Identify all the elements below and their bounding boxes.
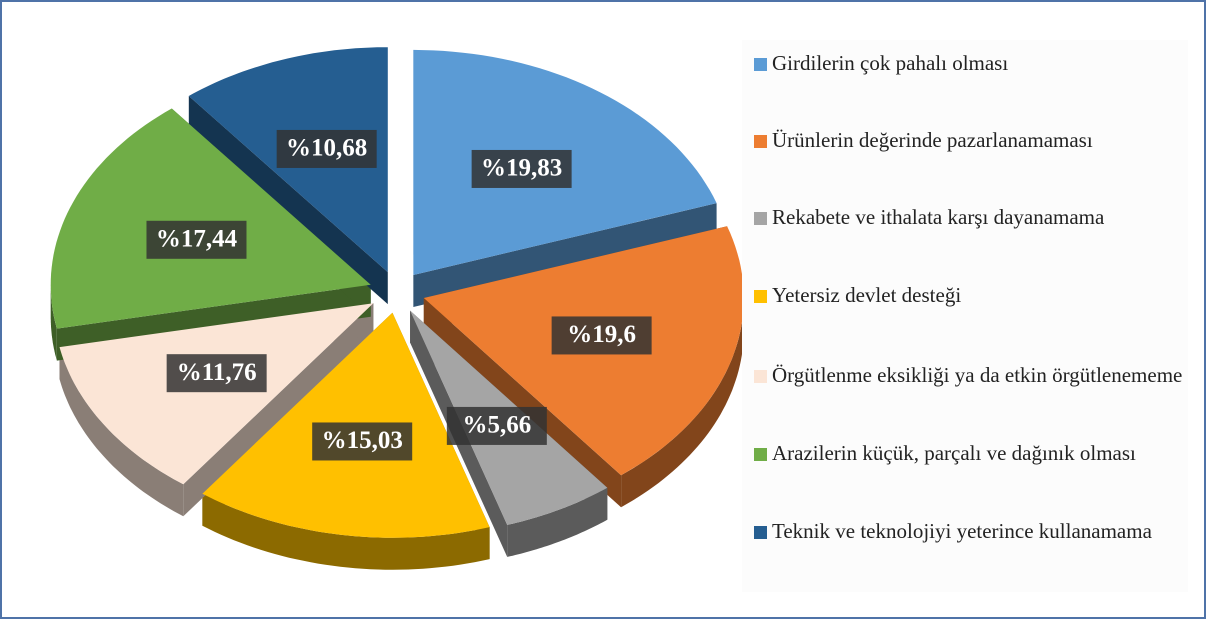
legend-item: Yetersiz devlet desteği	[750, 280, 1192, 310]
data-label-box	[471, 149, 572, 188]
data-label-box	[166, 354, 267, 393]
legend-item: Ürünlerin değerinde pazarlanamaması	[750, 125, 1192, 155]
data-label: %19,6	[567, 321, 636, 348]
legend-swatch	[754, 290, 767, 303]
data-label: %10,68	[286, 135, 367, 162]
slice-wall	[423, 298, 622, 508]
pie-chart: %19,83 %19,6 %5,66 %15,03 %11,76 %17,44 %10,68	[50, 47, 742, 570]
legend-label: Arazilerin küçük, parçalı ve dağınık olm…	[772, 441, 1136, 465]
legend-label: Ürünlerin değerinde pazarlanamaması	[772, 128, 1093, 152]
legend-label: Örgütlenme eksikliği ya da etkin örgütle…	[772, 363, 1183, 387]
legend-label: Rekabete ve ithalata karşı dayanamama	[772, 205, 1105, 229]
data-label-box	[312, 422, 413, 461]
legend-swatch	[754, 58, 767, 71]
slice-wall	[413, 203, 717, 307]
slice-wall	[188, 95, 388, 305]
slice-side	[50, 284, 57, 361]
legend-item: Arazilerin küçük, parçalı ve dağınık olm…	[750, 438, 1192, 468]
legend-swatch	[754, 370, 767, 383]
legend-item: Teknik ve teknolojiyi yeterince kullanam…	[750, 516, 1192, 546]
legend-item: Rekabete ve ithalata karşı dayanamama	[750, 202, 1192, 232]
data-label: %19,83	[481, 155, 562, 182]
data-label-box	[551, 316, 652, 355]
data-label: %5,66	[462, 412, 531, 439]
slice-side	[507, 487, 608, 557]
pie-slice	[59, 303, 374, 485]
legend-swatch	[754, 448, 767, 461]
legend-swatch	[754, 526, 767, 539]
legend-swatch	[754, 212, 767, 225]
slice-wall	[183, 303, 374, 517]
legend-label: Yetersiz devlet desteği	[772, 283, 962, 307]
data-label: %15,03	[322, 427, 403, 454]
data-label: %11,76	[177, 359, 257, 386]
slice-side	[621, 322, 742, 508]
data-label-box	[146, 220, 247, 259]
slice-side	[59, 347, 184, 517]
pie-slice	[50, 108, 371, 329]
legend: Girdilerin çok pahalı olması Ürünlerin de…	[742, 40, 1188, 592]
legend-label: Teknik ve teknolojiyi yeterince kullanam…	[772, 519, 1152, 543]
legend-label: Girdilerin çok pahalı olması	[772, 51, 1009, 75]
legend-swatch	[754, 135, 767, 148]
data-label: %17,44	[156, 226, 238, 253]
data-label-box	[446, 406, 547, 445]
data-label-box	[276, 129, 377, 168]
slice-side	[202, 493, 490, 570]
legend-item: Örgütlenme eksikliği ya da etkin örgütle…	[750, 360, 1192, 390]
legend-item: Girdilerin çok pahalı olması	[750, 48, 1192, 78]
